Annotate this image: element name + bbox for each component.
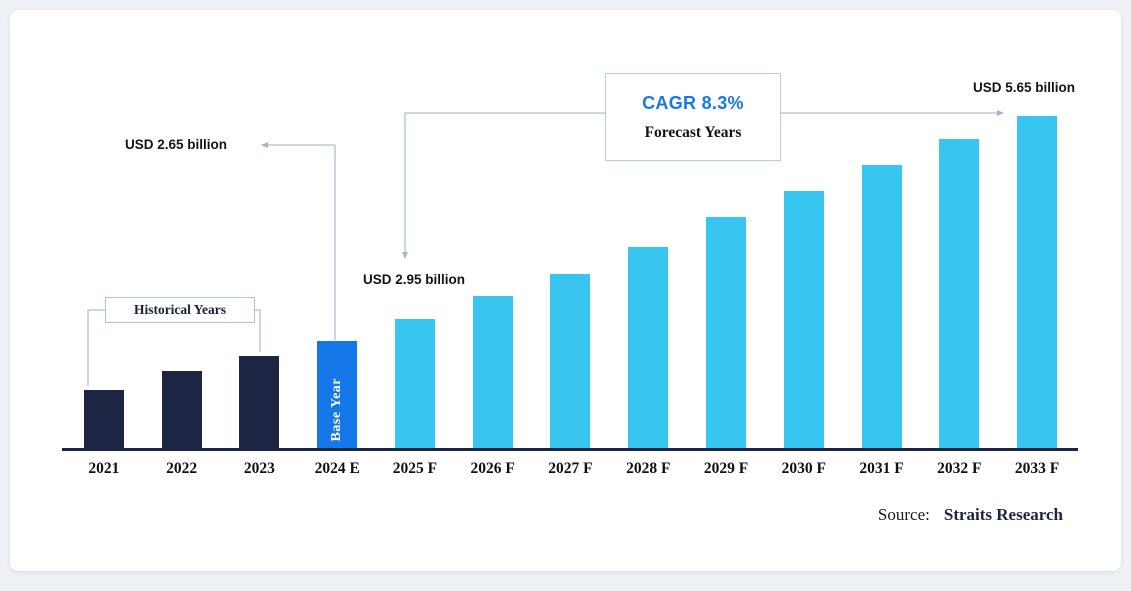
bar-group: 2029 F xyxy=(687,105,765,477)
cagr-callout: CAGR 8.3% Forecast Years xyxy=(605,73,781,161)
chart-card: 2021 2022 2023 Base Year 2024 E 2025 F 2026 F 2… xyxy=(10,10,1121,571)
bar-2026-f xyxy=(472,296,513,450)
year-axis-label: 2023 xyxy=(243,460,275,477)
bar-2024-e: Base Year xyxy=(317,341,358,450)
year-axis-label: 2032 F xyxy=(937,460,982,477)
year-axis-label: 2030 F xyxy=(781,460,826,477)
bar-group: 2023 xyxy=(221,105,299,477)
bar-group: 2027 F xyxy=(532,105,610,477)
source-label: Source: xyxy=(877,505,930,524)
year-axis-label: 2027 F xyxy=(548,460,593,477)
bar-group: 2021 xyxy=(65,105,143,477)
bar-2023 xyxy=(239,356,280,450)
data-label-2025: USD 2.95 billion xyxy=(363,272,466,287)
bar-group: 2025 F xyxy=(376,105,454,477)
bar-group: 2030 F xyxy=(765,105,843,477)
source-attribution: Source: Straits Research xyxy=(878,505,1063,525)
x-axis-line xyxy=(62,448,1078,451)
historical-years-callout: Historical Years xyxy=(105,297,255,323)
bars: 2021 2022 2023 Base Year 2024 E 2025 F 2026 F 2… xyxy=(65,105,1076,477)
bar-2027-f xyxy=(550,274,591,450)
year-axis-label: 2026 F xyxy=(470,460,515,477)
bar-2029-f xyxy=(706,217,746,450)
bar-2032-f xyxy=(939,139,980,450)
bar-group: 2032 F xyxy=(920,105,998,477)
bar-group: 2031 F xyxy=(843,105,921,477)
year-axis-label: 2021 xyxy=(88,460,120,477)
bar-group: 2026 F xyxy=(454,105,532,477)
bar-group: 2028 F xyxy=(609,105,687,477)
year-axis-label: 2029 F xyxy=(703,460,749,477)
forecast-years-label: Forecast Years xyxy=(644,123,742,141)
data-label-2024: USD 2.65 billion xyxy=(125,137,228,152)
year-axis-label: 2025 F xyxy=(392,460,438,477)
year-axis-label: 2031 F xyxy=(859,460,904,477)
bar-2030-f xyxy=(783,191,824,450)
base-year-label: Base Year xyxy=(329,377,345,441)
year-axis-label: 2033 F xyxy=(1014,460,1060,477)
bar-group: 2022 xyxy=(143,105,221,477)
historical-years-label: Historical Years xyxy=(133,302,227,317)
bar-2028-f xyxy=(628,247,669,450)
bar-2033-f xyxy=(1017,116,1058,450)
bar-group: 2033 F xyxy=(998,105,1076,477)
year-axis-label: 2024 E xyxy=(314,460,360,477)
bar-2021 xyxy=(83,390,124,450)
bar-2025-f xyxy=(394,319,435,450)
data-label-2033: USD 5.65 billion xyxy=(973,80,1076,95)
year-axis-label: 2028 F xyxy=(626,460,671,477)
cagr-value: CAGR 8.3% xyxy=(642,92,744,113)
year-axis-label: 2022 xyxy=(166,460,198,477)
bar-2031-f xyxy=(861,165,902,450)
bar-2022 xyxy=(161,371,202,450)
source-name: Straits Research xyxy=(943,505,1063,524)
bar-group: Base Year 2024 E xyxy=(298,105,376,477)
